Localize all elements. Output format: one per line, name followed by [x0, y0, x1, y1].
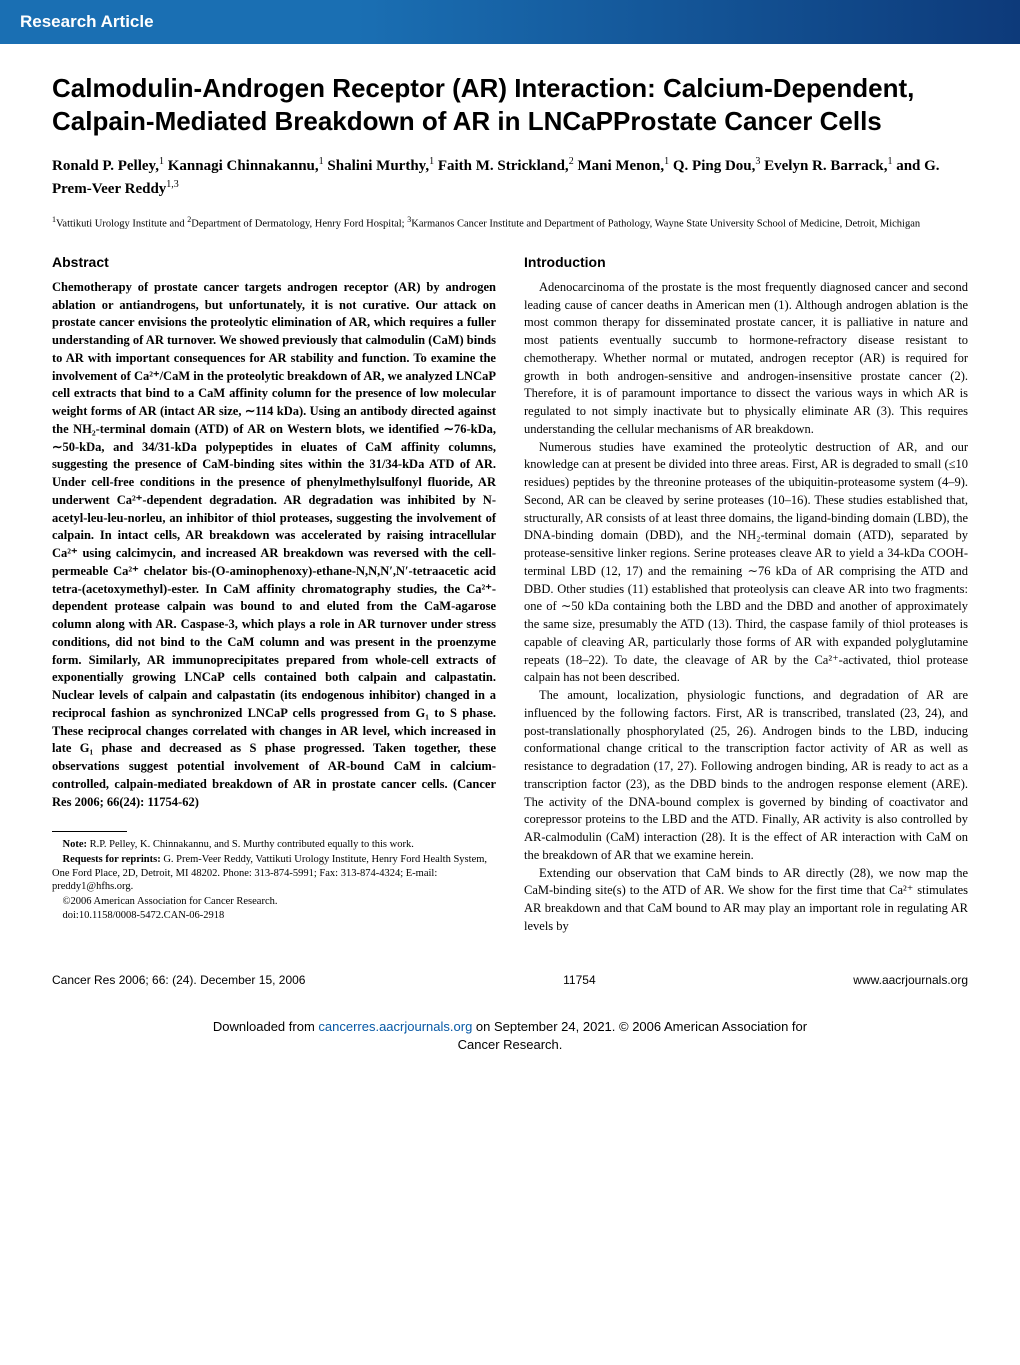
two-column-layout: Abstract Chemotherapy of prostate cancer… [52, 253, 968, 935]
note-contrib: Note: R.P. Pelley, K. Chinnakannu, and S… [52, 838, 496, 852]
note-copyright: ©2006 American Association for Cancer Re… [52, 895, 496, 909]
download-banner: Downloaded from cancerres.aacrjournals.o… [0, 1018, 1020, 1071]
page-content: Calmodulin-Androgen Receptor (AR) Intera… [0, 72, 1020, 936]
authors-line: Ronald P. Pelley,1 Kannagi Chinnakannu,1… [52, 155, 968, 201]
download-link[interactable]: cancerres.aacrjournals.org [318, 1019, 472, 1034]
note-doi: doi:10.1158/0008-5472.CAN-06-2918 [52, 909, 496, 923]
abstract-text: Chemotherapy of prostate cancer targets … [52, 279, 496, 812]
left-column: Abstract Chemotherapy of prostate cancer… [52, 253, 496, 935]
note-block: Note: R.P. Pelley, K. Chinnakannu, and S… [52, 838, 496, 923]
intro-para: Numerous studies have examined the prote… [524, 439, 968, 688]
note-reprints: Requests for reprints: G. Prem-Veer Redd… [52, 853, 496, 894]
page-footer: Cancer Res 2006; 66: (24). December 15, … [0, 972, 1020, 989]
abstract-body: Chemotherapy of prostate cancer targets … [52, 279, 496, 812]
intro-para: Adenocarcinoma of the prostate is the mo… [524, 279, 968, 439]
intro-heading: Introduction [524, 253, 968, 273]
footer-page-number: 11754 [563, 972, 595, 989]
affiliations-line: 1Vattikuti Urology Institute and 2Depart… [52, 215, 968, 232]
download-prefix: Downloaded from [213, 1019, 319, 1034]
footer-journal-info: Cancer Res 2006; 66: (24). December 15, … [52, 972, 305, 989]
abstract-heading: Abstract [52, 253, 496, 273]
download-suffix2: Cancer Research. [458, 1037, 563, 1052]
section-header-label: Research Article [20, 10, 154, 34]
section-header-bar: Research Article [0, 0, 1020, 44]
intro-para: Extending our observation that CaM binds… [524, 865, 968, 936]
right-column: Introduction Adenocarcinoma of the prost… [524, 253, 968, 935]
download-suffix1: on September 24, 2021. © 2006 American A… [472, 1019, 807, 1034]
note-divider [52, 831, 127, 832]
footer-url: www.aacrjournals.org [853, 972, 968, 989]
intro-para: The amount, localization, physiologic fu… [524, 687, 968, 865]
article-title: Calmodulin-Androgen Receptor (AR) Intera… [52, 72, 968, 137]
intro-body: Adenocarcinoma of the prostate is the mo… [524, 279, 968, 936]
